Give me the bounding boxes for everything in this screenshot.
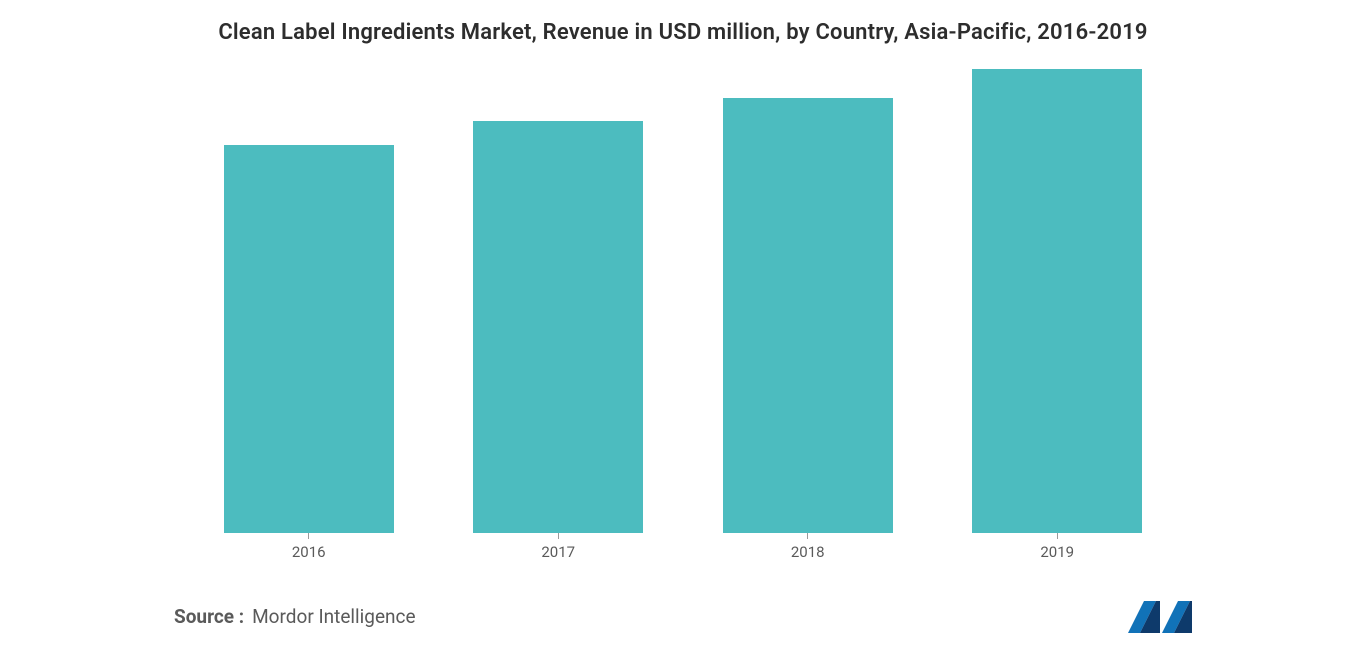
chart-container: 2016201720182019 (24, 56, 1342, 589)
x-tick (1057, 533, 1058, 539)
chart-footer: Source : Mordor Intelligence (24, 589, 1342, 643)
bar (723, 98, 893, 533)
bar-slot (683, 66, 933, 539)
source-label: Source : (174, 605, 244, 628)
x-axis-labels: 2016201720182019 (24, 539, 1342, 561)
bar-slot (933, 66, 1183, 539)
bar (224, 145, 394, 533)
x-axis-label: 2017 (434, 543, 684, 561)
source-value: Mordor Intelligence (252, 605, 415, 628)
bar (473, 121, 643, 533)
x-axis-label: 2019 (933, 543, 1183, 561)
plot-area (24, 56, 1342, 539)
chart-title: Clean Label Ingredients Market, Revenue … (24, 18, 1342, 48)
x-axis-label: 2016 (184, 543, 434, 561)
x-tick (558, 533, 559, 539)
x-tick (807, 533, 808, 539)
x-axis-label: 2018 (683, 543, 933, 561)
bar-slot (184, 66, 434, 539)
bar (972, 69, 1142, 533)
brand-logo-icon (1126, 599, 1192, 633)
bar-slot (434, 66, 684, 539)
x-tick (308, 533, 309, 539)
source-attribution: Source : Mordor Intelligence (174, 605, 416, 628)
